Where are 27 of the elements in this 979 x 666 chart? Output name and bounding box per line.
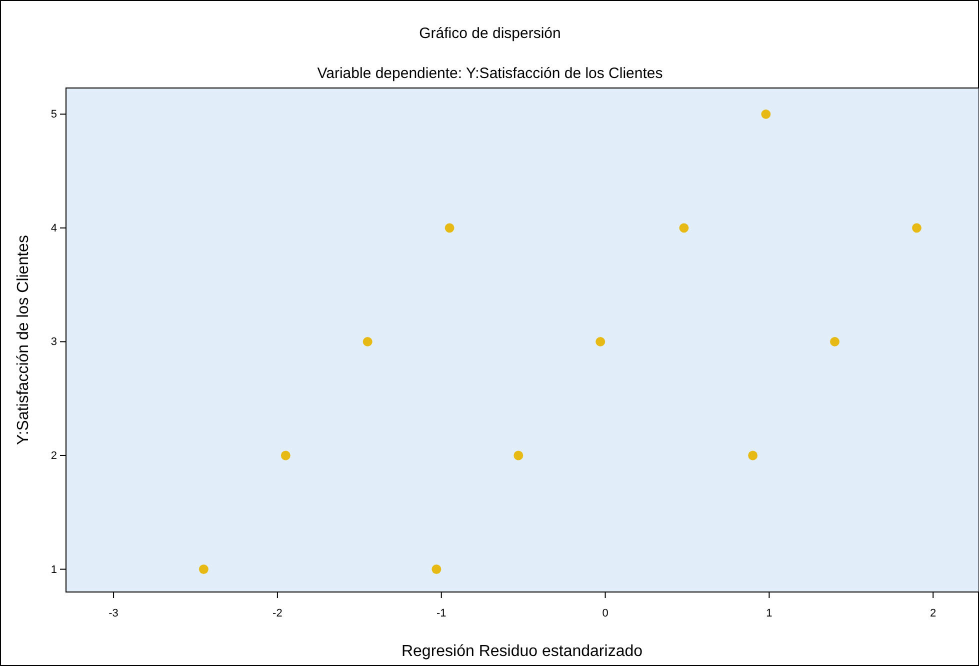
x-tick-label: 0 — [602, 607, 608, 620]
y-tick-label: 5 — [50, 108, 57, 121]
point — [514, 450, 524, 460]
x-axis-title: Regresión Residuo estandarizado — [401, 643, 643, 660]
point — [198, 564, 208, 574]
y-tick-label: 4 — [50, 222, 57, 234]
point — [596, 336, 606, 346]
point — [679, 223, 689, 233]
point — [280, 450, 290, 460]
point — [444, 223, 454, 233]
x-tick-label: -2 — [272, 607, 282, 620]
y-tick-label: 1 — [50, 564, 57, 576]
point — [761, 109, 771, 119]
point — [912, 223, 922, 233]
y-tick-label: 2 — [50, 450, 57, 462]
x-tick-label: 1 — [766, 607, 772, 620]
y-tick-label: 3 — [50, 336, 57, 348]
point — [748, 450, 758, 460]
x-tick-label: -1 — [436, 607, 446, 620]
point — [830, 336, 840, 346]
x-tick-label: -3 — [108, 607, 118, 620]
point — [432, 564, 442, 574]
point — [362, 336, 372, 346]
y-axis-title: Y:Satisfacción de los Clientes — [15, 235, 32, 445]
x-tick-label: 2 — [930, 607, 936, 620]
chart-subtitle: Variable dependiente: Y:Satisfacción de los Clientes — [317, 65, 663, 82]
chart-title: Gráfico de dispersión — [419, 25, 561, 42]
